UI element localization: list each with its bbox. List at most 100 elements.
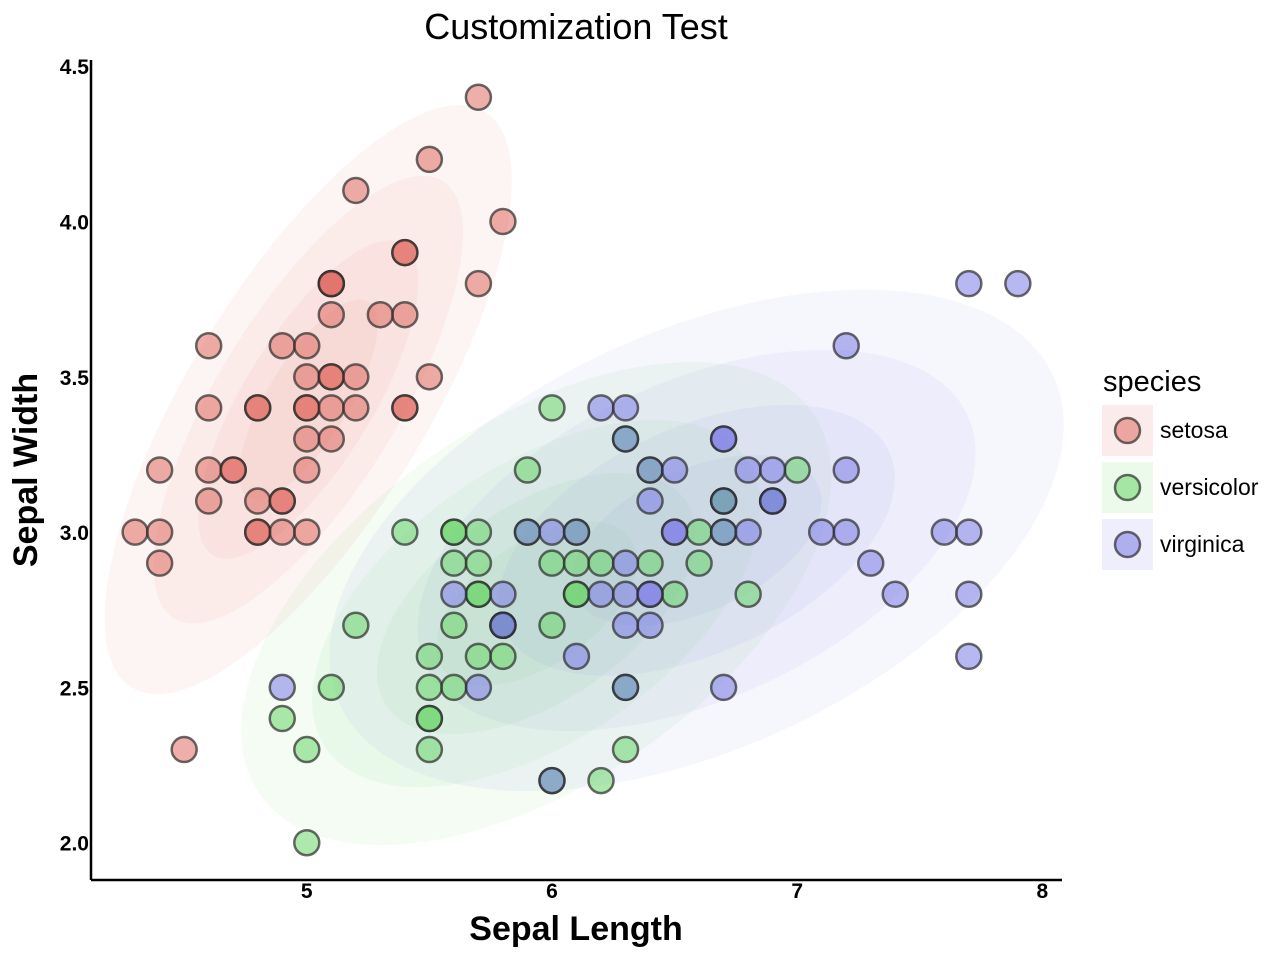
setosa-point — [145, 518, 174, 546]
versicolor-point — [783, 456, 811, 484]
versicolor-point — [538, 549, 566, 577]
setosa-point — [194, 332, 223, 360]
x-ticks: 5 6 7 8 — [301, 880, 1049, 903]
versicolor-point — [440, 673, 468, 702]
y-tick-label: 3.5 — [60, 367, 90, 390]
versicolor-point — [415, 735, 444, 764]
setosa-point — [194, 456, 223, 484]
setosa-point — [317, 425, 346, 453]
virginica-point — [660, 456, 689, 484]
virginica-point — [611, 580, 640, 608]
setosa-point — [243, 518, 272, 546]
setosa-point — [489, 207, 517, 236]
versicolor-point — [293, 828, 321, 857]
setosa-point — [391, 394, 419, 422]
setosa-point — [415, 363, 444, 391]
legend-title: species — [1103, 366, 1201, 398]
legend-marker — [1113, 530, 1142, 559]
virginica-point — [611, 394, 640, 422]
virginica-point — [807, 518, 836, 546]
y-axis-label: Sepal Width — [7, 373, 45, 567]
setosa-point — [342, 394, 370, 422]
data-points — [121, 83, 1032, 857]
x-axis-label: Sepal Length — [469, 910, 682, 948]
versicolor-point — [513, 456, 542, 484]
legend-marker — [1113, 416, 1142, 445]
versicolor-point — [538, 611, 566, 640]
setosa-point — [268, 332, 297, 360]
setosa-point — [145, 456, 174, 484]
y-tick-label: 3.0 — [60, 522, 89, 545]
versicolor-density-level-3 — [376, 473, 696, 734]
y-tick-label: 4.5 — [60, 56, 90, 79]
versicolor-point — [660, 580, 689, 608]
virginica-point — [538, 766, 566, 795]
setosa-point — [243, 487, 272, 515]
versicolor-point — [489, 642, 517, 671]
virginica-point — [1004, 269, 1032, 298]
virginica-point — [538, 518, 566, 546]
legend-label: versicolor — [1160, 474, 1259, 500]
setosa-point — [194, 394, 223, 422]
legend-item-virginica: virginica — [1102, 519, 1245, 570]
setosa-point — [391, 238, 419, 267]
virginica-point — [832, 456, 860, 484]
virginica-point — [464, 673, 493, 702]
setosa-point — [342, 363, 370, 391]
legend: species setosa versicolor virginica — [1102, 366, 1259, 570]
versicolor-point — [464, 580, 493, 608]
versicolor-point — [685, 549, 713, 577]
legend-item-versicolor: versicolor — [1102, 462, 1259, 513]
virginica-point — [709, 487, 738, 515]
legend-marker — [1113, 473, 1142, 502]
virginica-point — [587, 580, 615, 608]
versicolor-point — [342, 611, 370, 640]
x-tick-label: 8 — [1037, 880, 1049, 903]
virginica-point — [709, 425, 738, 453]
virginica-point — [709, 518, 738, 546]
virginica-point — [562, 518, 591, 546]
virginica-point — [832, 518, 860, 546]
virginica-point — [489, 580, 517, 608]
x-tick-label: 7 — [791, 880, 803, 903]
setosa-point — [243, 394, 272, 422]
virginica-point — [881, 580, 910, 608]
versicolor-point — [587, 766, 615, 795]
setosa-point — [293, 518, 321, 546]
versicolor-point — [464, 549, 493, 577]
setosa-point — [293, 425, 321, 453]
versicolor-density-level-1 — [241, 362, 832, 846]
virginica-point — [611, 611, 640, 640]
virginica-point — [611, 425, 640, 453]
virginica-point — [489, 611, 517, 640]
setosa-point — [121, 518, 149, 546]
setosa-point — [342, 176, 370, 205]
setosa-point — [293, 363, 321, 391]
virginica-point — [611, 673, 640, 702]
virginica-point — [513, 518, 542, 546]
versicolor-point — [611, 735, 640, 764]
setosa-point — [317, 394, 346, 422]
versicolor-point — [268, 704, 297, 733]
versicolor-point — [440, 611, 468, 640]
virginica-point — [955, 580, 983, 608]
virginica-point — [734, 456, 762, 484]
legend-item-setosa: setosa — [1102, 405, 1228, 456]
virginica-point — [734, 518, 762, 546]
virginica-point — [955, 642, 983, 671]
versicolor-point — [464, 518, 493, 546]
versicolor-point — [685, 518, 713, 546]
virginica-point — [955, 269, 983, 298]
versicolor-point — [391, 518, 419, 546]
setosa-point — [366, 300, 395, 329]
virginica-point — [611, 549, 640, 577]
virginica-point — [636, 580, 664, 608]
chart-title: Customization Test — [424, 6, 727, 47]
versicolor-point — [440, 518, 468, 546]
versicolor-point — [636, 549, 664, 577]
setosa-point — [317, 269, 346, 298]
virginica-point — [758, 456, 787, 484]
setosa-point — [268, 487, 297, 515]
virginica-point — [660, 518, 689, 546]
y-tick-label: 2.5 — [60, 677, 90, 700]
